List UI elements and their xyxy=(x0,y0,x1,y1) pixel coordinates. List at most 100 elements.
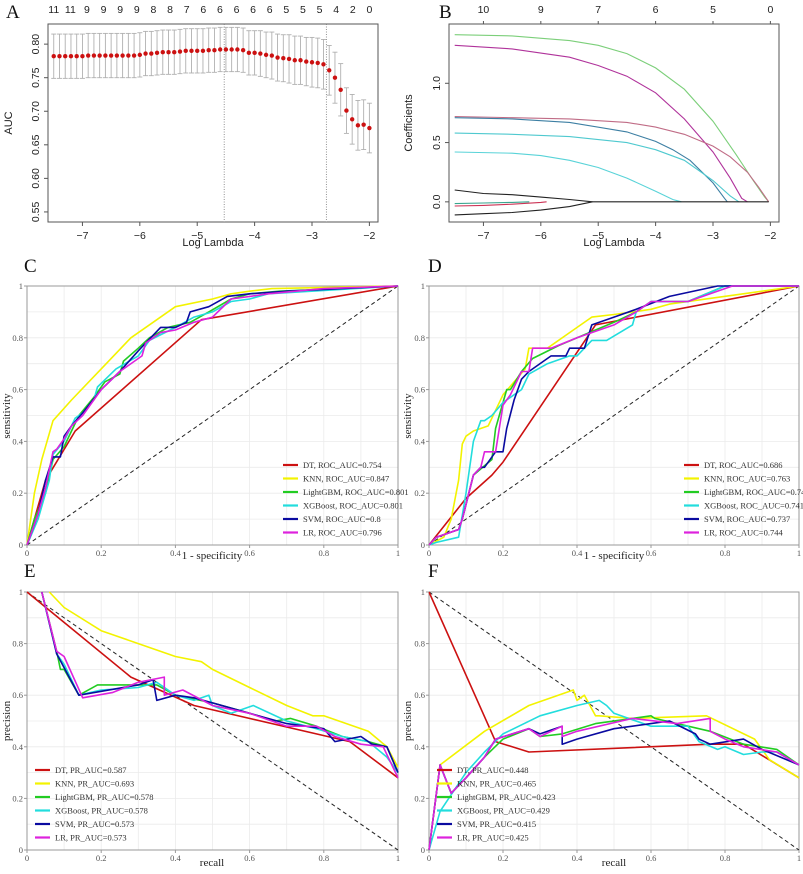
reference-line xyxy=(26,285,399,546)
y-tick-label: 1 xyxy=(19,587,23,597)
y-tick-label: 1 xyxy=(19,281,23,291)
coef-path-var4 xyxy=(454,117,728,203)
auc-point xyxy=(172,49,177,55)
x-tick-label: −6 xyxy=(134,230,146,242)
x-axis-label: 1 - specificity xyxy=(584,550,645,562)
auc-point xyxy=(126,53,131,58)
auc-point xyxy=(68,54,74,59)
reference-line xyxy=(26,591,399,851)
panel-letter: A xyxy=(6,2,20,23)
plot-border xyxy=(428,591,800,851)
x-tick-label: 0.6 xyxy=(244,853,255,863)
auc-point xyxy=(212,47,217,53)
top-axis-label: 6 xyxy=(250,4,256,16)
auc-point xyxy=(97,53,102,58)
x-tick-label: 0 xyxy=(427,853,431,863)
x-tick-label: 0.8 xyxy=(720,853,731,863)
auc-point xyxy=(321,62,326,67)
top-axis-label: 4 xyxy=(333,4,339,16)
legend-label: SVM, PR_AUC=0.573 xyxy=(55,819,134,829)
y-tick-label: 0.75 xyxy=(30,67,42,88)
series-line-lightgbm xyxy=(41,591,399,773)
auc-point xyxy=(195,48,200,54)
legend-label: LR, ROC_AUC=0.744 xyxy=(704,528,783,538)
top-axis-label: 5 xyxy=(710,4,716,16)
legend: DT, PR_AUC=0.587 KNN, PR_AUC=0.693 LightGB… xyxy=(35,765,154,843)
y-tick-label: 0.2 xyxy=(414,488,425,498)
top-axis-label: 9 xyxy=(134,4,140,16)
x-tick-label: 0.4 xyxy=(170,853,181,863)
y-tick-label: 0 xyxy=(19,845,23,855)
auc-point xyxy=(91,53,97,58)
legend-label: LightGBM, PR_AUC=0.578 xyxy=(55,792,154,802)
top-axis-label: 9 xyxy=(84,4,90,16)
series-line-knn xyxy=(48,591,399,768)
y-tick-label: 0.6 xyxy=(414,690,425,700)
x-axis-label: Log Lambda xyxy=(583,237,645,249)
auc-point xyxy=(108,53,114,58)
top-axis-label: 9 xyxy=(101,4,107,16)
series-line-xgboost xyxy=(428,699,800,851)
legend-label: LightGBM, PR_AUC=0.423 xyxy=(457,792,556,802)
y-tick-label: 0.80 xyxy=(30,34,42,55)
panel-a: A −7 −6 −5 −4 −3 −2 0.55 0.60 0.65 0.70 0.75 0.80 Log… xyxy=(3,2,379,249)
panel-letter: D xyxy=(428,256,442,277)
y-tick-label: 0.8 xyxy=(414,333,425,343)
legend-label: LR, PR_AUC=0.425 xyxy=(457,833,529,843)
legend: DT, ROC_AUC=0.686 KNN, ROC_AUC=0.763 Light… xyxy=(684,460,803,538)
auc-point xyxy=(51,54,56,59)
y-tick-label: 0.60 xyxy=(30,168,42,189)
series-line-lr xyxy=(428,285,799,546)
top-axis-label: 5 xyxy=(300,4,306,16)
y-axis-label: sensitivity xyxy=(402,393,414,439)
y-axis-label: Coefficients xyxy=(403,94,415,152)
series-line-knn xyxy=(428,689,800,851)
coef-path-var6 xyxy=(454,151,682,203)
x-tick-label: −6 xyxy=(535,230,547,242)
series-line-svm xyxy=(26,285,399,546)
auc-point xyxy=(200,48,206,54)
panel-e: E 0 0.2 0.4 0.6 0.8 1 0 0.2 0.4 0.6 0.8 1 recall preci… xyxy=(1,561,400,869)
auc-point xyxy=(298,58,303,63)
legend-label: XGBoost, PR_AUC=0.578 xyxy=(55,806,148,816)
legend-label: KNN, PR_AUC=0.693 xyxy=(55,779,134,789)
y-tick-label: 0.8 xyxy=(12,333,23,343)
y-tick-label: 0.4 xyxy=(414,436,425,446)
x-axis-label: recall xyxy=(200,857,224,869)
top-axis-label: 6 xyxy=(217,4,223,16)
x-tick-label: 0.8 xyxy=(318,548,329,558)
auc-point xyxy=(315,60,320,66)
auc-point xyxy=(63,54,68,59)
auc-point xyxy=(258,51,263,56)
top-axis-label: 6 xyxy=(267,4,273,16)
auc-point xyxy=(166,49,171,55)
x-axis-label: 1 - specificity xyxy=(182,550,243,562)
y-tick-label: 0 xyxy=(421,845,425,855)
x-tick-label: 0.8 xyxy=(318,853,329,863)
legend-label: KNN, PR_AUC=0.465 xyxy=(457,779,536,789)
x-tick-label: 0.8 xyxy=(720,548,731,558)
legend-label: XGBoost, PR_AUC=0.429 xyxy=(457,806,550,816)
y-tick-label: 0.2 xyxy=(12,793,23,803)
legend-label: DT, ROC_AUC=0.754 xyxy=(303,460,382,470)
panel-c: C 0 0.2 0.4 0.6 0.8 1 0 0.2 0.4 0.6 0.8 1 1 - specifi… xyxy=(1,256,409,562)
series-line-lr xyxy=(41,591,399,779)
coef-path-var7 xyxy=(454,189,593,203)
x-tick-label: −2 xyxy=(764,230,776,242)
legend-label: DT, ROC_AUC=0.686 xyxy=(704,460,783,470)
auc-point xyxy=(114,53,120,58)
top-axis-label: 7 xyxy=(184,4,190,16)
legend-label: LR, PR_AUC=0.573 xyxy=(55,833,127,843)
auc-point xyxy=(235,47,240,52)
y-axis-label: sensitivity xyxy=(1,393,13,439)
auc-point xyxy=(252,50,257,56)
x-tick-label: 0.4 xyxy=(572,853,583,863)
auc-point xyxy=(85,53,91,58)
auc-point xyxy=(304,59,309,64)
auc-point xyxy=(275,55,280,60)
auc-point xyxy=(332,75,338,80)
top-axis-label: 11 xyxy=(48,4,59,16)
x-tick-label: 1 xyxy=(797,548,801,558)
auc-point xyxy=(263,52,269,58)
auc-point xyxy=(137,52,143,58)
